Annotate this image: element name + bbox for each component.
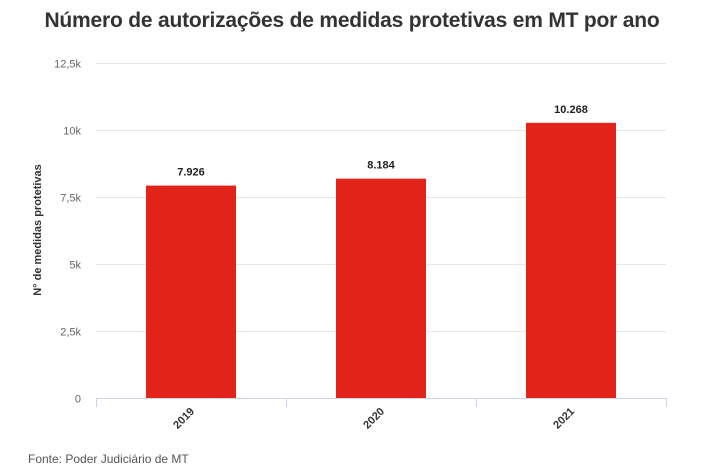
source-note: Fonte: Poder Judiciário de MT [28,452,189,466]
y-axis-label: N° de medidas protetivas [32,164,44,296]
y-tick-label: 12,5k [54,59,81,71]
data-label: 10.268 [554,104,588,116]
y-tick-label: 2,5k [60,327,81,339]
y-tick-label: 10k [63,126,81,138]
x-tick-label: 2020 [361,406,387,432]
data-labels: 7.926 8.184 10.268 [177,104,588,179]
y-axis-ticks: 0 2,5k 5k 7,5k 10k 12,5k [54,59,81,406]
y-tick-label: 0 [75,394,81,406]
chart-title: Número de autorizações de medidas protet… [44,9,660,32]
bar-2020[interactable] [336,178,426,398]
x-tick-label: 2019 [171,406,197,432]
x-axis-ticks: 2019 2020 2021 [96,398,667,432]
data-label: 8.184 [367,160,395,172]
y-tick-label: 5k [69,260,81,272]
data-label: 7.926 [177,167,205,179]
bar-2021[interactable] [526,122,616,398]
x-tick-label: 2021 [551,406,577,432]
bars [146,122,616,398]
bar-2019[interactable] [146,185,236,398]
y-tick-label: 7,5k [60,193,81,205]
